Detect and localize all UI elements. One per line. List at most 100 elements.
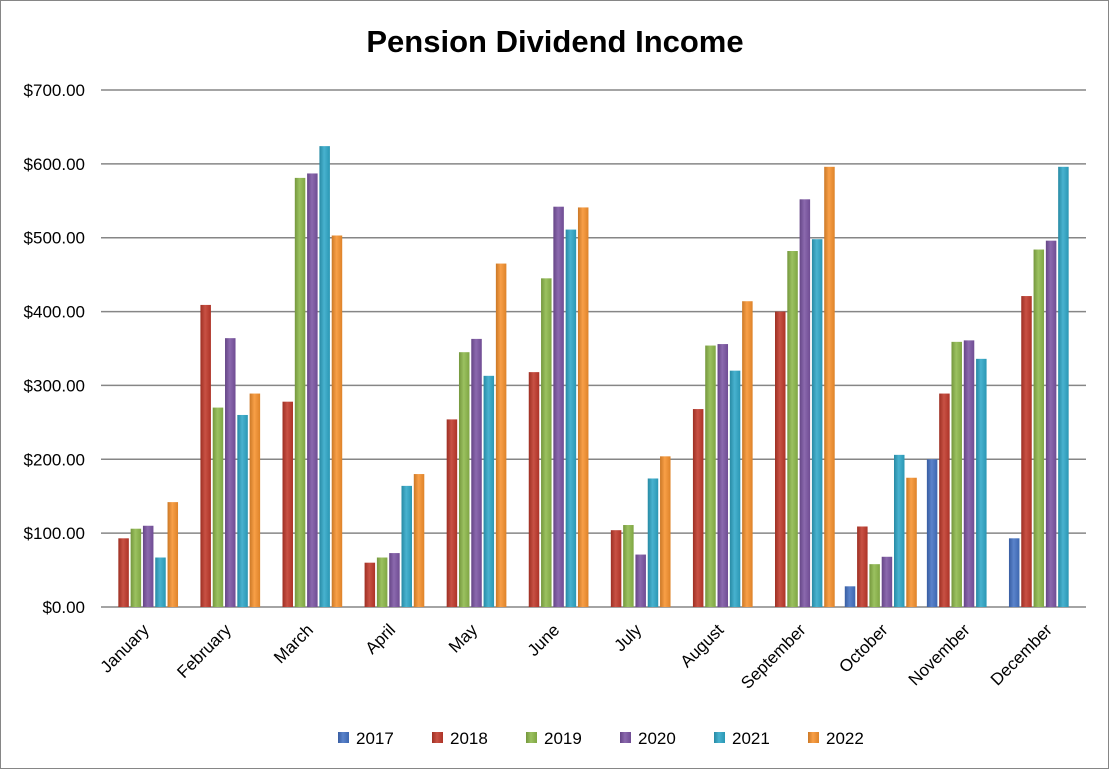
x-tick-label: September xyxy=(737,620,809,692)
bar-2021-february xyxy=(237,414,248,607)
legend-swatch xyxy=(432,732,443,743)
legend-label: 2018 xyxy=(450,729,488,748)
bar-2022-june xyxy=(577,207,589,607)
bar-2020-january xyxy=(142,525,154,607)
bar-2021-september xyxy=(811,239,823,608)
legend-item-2018: 2018 xyxy=(432,729,488,748)
bar-2019-february xyxy=(212,407,224,607)
x-tick-label: April xyxy=(362,620,399,657)
legend-swatch xyxy=(526,732,537,743)
bar-2020-august xyxy=(717,344,729,607)
bar-2022-july xyxy=(660,456,671,607)
bar-2021-june xyxy=(565,229,577,607)
legend-swatch xyxy=(620,732,631,743)
x-tick-label: January xyxy=(97,620,154,677)
bar-2018-october xyxy=(857,526,868,607)
bar-2021-october xyxy=(893,454,905,607)
bar-2021-november xyxy=(976,358,987,607)
y-tick-label: $100.00 xyxy=(24,524,85,543)
bar-2018-january xyxy=(118,538,129,607)
legend-label: 2021 xyxy=(732,729,770,748)
legend: 2017 2018 2019 2020 2021 2022 xyxy=(338,729,864,748)
x-tick-label: October xyxy=(835,620,891,676)
bar-2018-november xyxy=(939,393,950,607)
bar-2020-december xyxy=(1045,240,1057,607)
legend-label: 2022 xyxy=(826,729,864,748)
y-tick-label: $400.00 xyxy=(24,303,85,322)
bar-2018-february xyxy=(200,304,211,607)
legend-label: 2020 xyxy=(638,729,676,748)
bar-2021-july xyxy=(647,478,659,607)
y-tick-label: $300.00 xyxy=(24,376,85,395)
bar-2018-june xyxy=(528,372,540,607)
bar-2021-january xyxy=(155,557,166,607)
bar-2019-july xyxy=(623,525,634,607)
y-axis-tick-labels: $0.00 $100.00 $200.00 $300.00 $400.00 $500.00… xyxy=(24,81,85,617)
bar-2018-september xyxy=(775,311,786,607)
bar-2019-march xyxy=(294,177,306,607)
chart-title: Pension Dividend Income xyxy=(366,24,743,59)
y-tick-label: $500.00 xyxy=(24,229,85,248)
bar-2021-may xyxy=(483,375,495,607)
bar-2019-october xyxy=(869,564,880,607)
bar-2019-september xyxy=(787,251,798,607)
legend-item-2021: 2021 xyxy=(714,729,770,748)
bar-2019-april xyxy=(376,557,388,607)
bar-2017-november xyxy=(926,459,938,607)
legend-item-2020: 2020 xyxy=(620,729,676,748)
legend-swatch xyxy=(808,732,819,743)
x-tick-label: May xyxy=(445,620,481,656)
x-tick-label: July xyxy=(611,620,646,655)
bar-2022-january xyxy=(167,502,179,607)
bar-2018-august xyxy=(692,409,704,607)
bar-2020-march xyxy=(307,173,318,608)
x-tick-label: August xyxy=(677,620,728,671)
bar-2020-october xyxy=(881,556,893,607)
bar-2022-april xyxy=(413,474,425,607)
x-tick-label: June xyxy=(524,620,564,660)
bar-2020-february xyxy=(225,338,236,607)
bar-2022-february xyxy=(249,393,261,607)
bars xyxy=(118,146,1069,608)
x-tick-label: March xyxy=(270,620,317,667)
bar-2019-january xyxy=(130,528,142,607)
bar-2021-december xyxy=(1058,166,1069,607)
legend-label: 2017 xyxy=(356,729,394,748)
bar-2019-june xyxy=(541,278,552,607)
bar-2018-may xyxy=(446,419,458,607)
bar-2022-august xyxy=(742,301,753,607)
bar-2019-november xyxy=(951,341,962,607)
gridlines xyxy=(101,89,1086,608)
bar-2021-march xyxy=(319,146,330,608)
bar-2022-october xyxy=(906,477,917,607)
bar-2019-may xyxy=(458,352,470,607)
legend-item-2017: 2017 xyxy=(338,729,394,748)
bar-2020-april xyxy=(389,553,400,607)
legend-label: 2019 xyxy=(544,729,582,748)
bar-2022-may xyxy=(495,263,507,607)
legend-item-2022: 2022 xyxy=(808,729,864,748)
bar-2020-september xyxy=(799,199,811,607)
y-tick-label: $600.00 xyxy=(24,155,85,174)
bar-2021-april xyxy=(401,485,412,607)
bar-2018-march xyxy=(282,401,294,607)
bar-2017-december xyxy=(1008,538,1020,607)
bar-2020-may xyxy=(471,338,482,607)
x-tick-label: November xyxy=(905,620,974,689)
bar-2020-june xyxy=(553,206,564,608)
bar-2022-march xyxy=(331,235,343,607)
y-tick-label: $200.00 xyxy=(24,450,85,469)
bar-2018-july xyxy=(610,530,622,607)
legend-item-2019: 2019 xyxy=(526,729,582,748)
bar-2021-august xyxy=(729,370,741,607)
x-tick-label: February xyxy=(173,620,235,682)
x-axis-tick-labels: January February March April May June July Augu… xyxy=(97,620,1056,693)
x-tick-label: December xyxy=(987,620,1056,689)
bar-2020-july xyxy=(635,554,646,607)
bar-2022-september xyxy=(824,166,835,607)
legend-swatch xyxy=(338,732,349,743)
bar-2018-april xyxy=(364,562,376,607)
y-tick-label: $700.00 xyxy=(24,81,85,100)
